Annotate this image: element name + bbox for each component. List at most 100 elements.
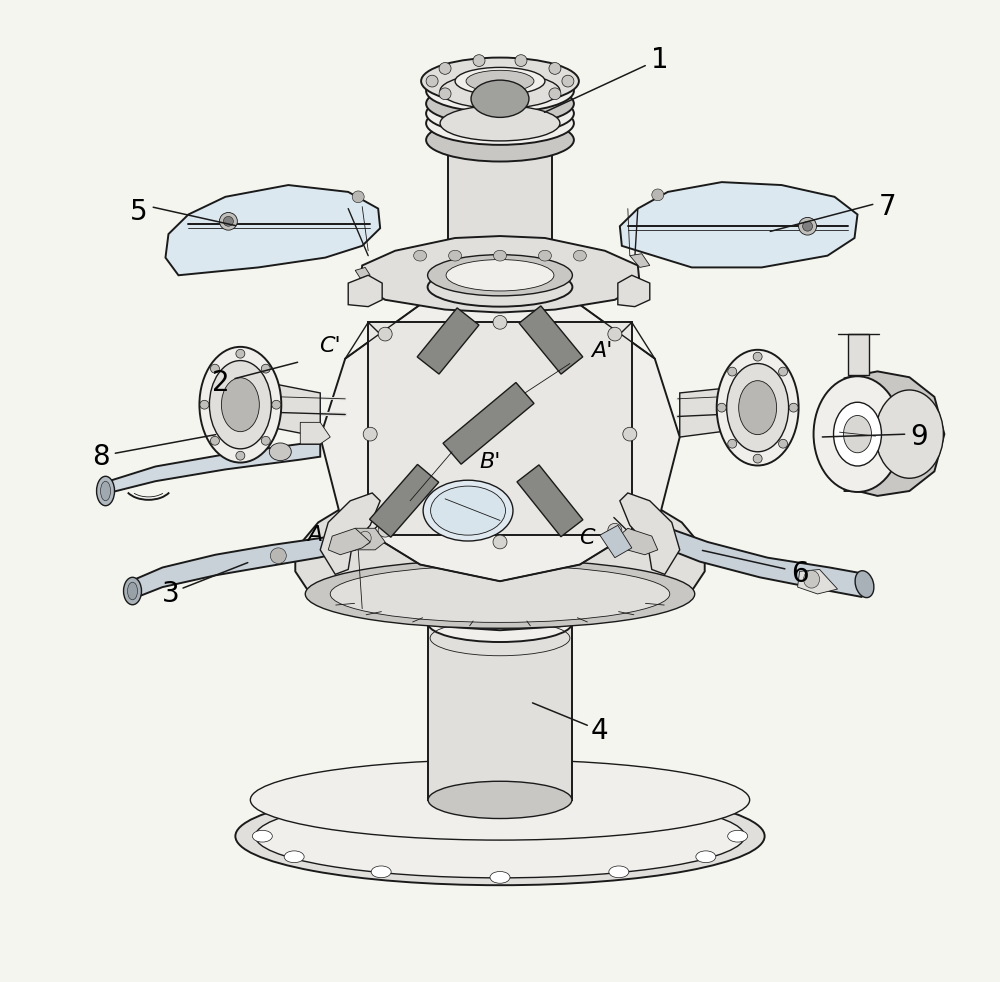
Ellipse shape (608, 327, 622, 341)
Ellipse shape (538, 250, 551, 261)
Ellipse shape (696, 850, 716, 862)
Ellipse shape (609, 794, 629, 806)
Ellipse shape (779, 439, 788, 448)
Ellipse shape (101, 481, 111, 501)
Polygon shape (428, 624, 572, 800)
Ellipse shape (426, 119, 574, 161)
Ellipse shape (261, 436, 270, 445)
Ellipse shape (814, 376, 901, 492)
Polygon shape (798, 570, 838, 594)
Ellipse shape (221, 378, 259, 432)
Ellipse shape (696, 810, 716, 822)
Text: A': A' (591, 341, 613, 360)
Ellipse shape (728, 367, 737, 376)
Ellipse shape (753, 455, 762, 464)
Ellipse shape (223, 216, 233, 226)
Ellipse shape (236, 350, 245, 358)
Ellipse shape (493, 535, 507, 549)
Ellipse shape (609, 866, 629, 878)
Ellipse shape (284, 850, 304, 862)
Text: 8: 8 (92, 443, 109, 470)
Ellipse shape (209, 360, 271, 449)
Ellipse shape (466, 71, 534, 92)
Ellipse shape (423, 480, 513, 541)
Ellipse shape (439, 63, 451, 75)
Polygon shape (630, 253, 650, 267)
Ellipse shape (270, 548, 286, 564)
Ellipse shape (608, 523, 622, 537)
Ellipse shape (128, 582, 138, 600)
Text: B': B' (479, 452, 501, 471)
Ellipse shape (515, 55, 527, 67)
Ellipse shape (515, 95, 527, 107)
Ellipse shape (252, 831, 272, 842)
Ellipse shape (875, 390, 943, 478)
Ellipse shape (753, 353, 762, 361)
Polygon shape (618, 275, 650, 306)
Polygon shape (620, 493, 680, 574)
Ellipse shape (428, 267, 572, 306)
Ellipse shape (199, 347, 281, 463)
Ellipse shape (844, 415, 871, 453)
Ellipse shape (426, 92, 574, 136)
Polygon shape (448, 138, 552, 287)
Ellipse shape (439, 88, 451, 99)
Ellipse shape (269, 443, 291, 461)
Ellipse shape (378, 523, 392, 537)
Ellipse shape (261, 364, 270, 373)
Ellipse shape (727, 363, 789, 452)
Ellipse shape (549, 88, 561, 99)
Ellipse shape (426, 76, 438, 87)
Ellipse shape (235, 788, 765, 885)
Polygon shape (165, 185, 380, 275)
Polygon shape (101, 444, 320, 503)
Text: 6: 6 (791, 561, 808, 588)
Ellipse shape (440, 74, 560, 109)
Ellipse shape (789, 404, 798, 412)
Ellipse shape (421, 58, 579, 105)
Polygon shape (517, 464, 583, 537)
Ellipse shape (359, 531, 371, 545)
Ellipse shape (855, 571, 874, 598)
Ellipse shape (804, 571, 820, 588)
Polygon shape (845, 371, 944, 496)
Ellipse shape (779, 367, 788, 376)
Polygon shape (300, 422, 330, 444)
Ellipse shape (717, 350, 799, 465)
Ellipse shape (471, 81, 529, 118)
Ellipse shape (549, 63, 561, 75)
Ellipse shape (562, 76, 574, 87)
Ellipse shape (210, 436, 219, 445)
Text: 7: 7 (879, 192, 896, 221)
Text: C: C (579, 528, 595, 548)
Ellipse shape (330, 566, 670, 623)
Text: 4: 4 (591, 717, 609, 745)
Ellipse shape (440, 106, 560, 141)
Ellipse shape (573, 250, 586, 261)
Polygon shape (443, 382, 534, 464)
Polygon shape (600, 525, 632, 558)
Ellipse shape (255, 794, 745, 878)
Ellipse shape (200, 401, 209, 409)
Ellipse shape (494, 250, 506, 261)
Ellipse shape (449, 250, 462, 261)
Polygon shape (320, 493, 380, 574)
Ellipse shape (446, 259, 554, 291)
Ellipse shape (426, 102, 574, 144)
Ellipse shape (426, 70, 574, 113)
Polygon shape (848, 334, 869, 375)
Ellipse shape (97, 476, 115, 506)
Ellipse shape (493, 315, 507, 329)
Ellipse shape (426, 82, 574, 126)
Ellipse shape (428, 605, 572, 642)
Ellipse shape (414, 250, 427, 261)
Ellipse shape (428, 254, 572, 296)
Polygon shape (245, 378, 320, 437)
Text: 1: 1 (651, 45, 669, 74)
Polygon shape (519, 305, 583, 374)
Polygon shape (620, 182, 858, 267)
Polygon shape (368, 322, 632, 535)
Ellipse shape (490, 790, 510, 801)
Ellipse shape (378, 327, 392, 341)
Polygon shape (370, 464, 439, 537)
